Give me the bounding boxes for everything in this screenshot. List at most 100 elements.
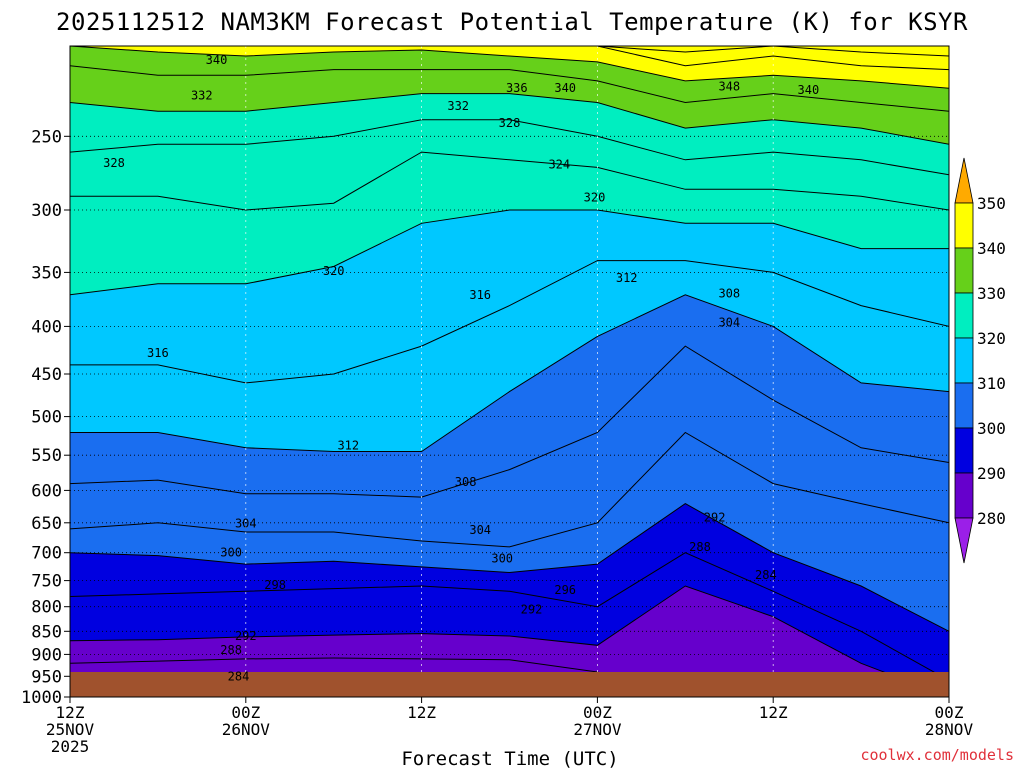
band-292 [70, 552, 949, 697]
y-tick-label: 850 [31, 622, 62, 642]
colorbar-segment [954, 292, 974, 339]
contour-label: 288 [220, 643, 242, 657]
isentrope-316 [70, 260, 949, 384]
colorbar-segment [954, 337, 974, 384]
contour-label: 324 [548, 157, 570, 171]
x-tick-label: 26NOV [222, 720, 271, 739]
band-296 [70, 503, 949, 681]
band-288 [70, 586, 949, 697]
band-308 [70, 294, 949, 498]
colorbar-segment [954, 517, 974, 564]
colorbar-label: 310 [977, 374, 1006, 393]
contour-label: 340 [554, 81, 576, 95]
y-tick-label: 900 [31, 645, 62, 665]
colorbar-segment [954, 382, 974, 429]
contour-label: 304 [469, 523, 491, 537]
x-tick-label: 12Z [407, 703, 436, 722]
contour-label: 320 [584, 191, 606, 205]
contour-label: 304 [235, 516, 257, 530]
contour-label: 332 [191, 88, 213, 102]
contour-label: 348 [718, 79, 740, 93]
contour-label: 312 [616, 271, 638, 285]
band-336 [70, 46, 949, 112]
isentrope-300 [70, 503, 949, 632]
y-tick-label: 700 [31, 544, 62, 564]
y-tick-label: 400 [31, 317, 62, 337]
y-tick-label: 750 [31, 572, 62, 592]
isentrope-292 [70, 585, 949, 697]
contour-label: 292 [521, 602, 543, 616]
colorbar: 350 340 330 320 310 300 290 280 [954, 157, 1006, 564]
contour-label: 304 [718, 315, 740, 329]
isentrope-328 [70, 119, 949, 176]
band-304 [70, 346, 949, 547]
contour-label: 292 [704, 511, 726, 525]
contour-label: 308 [455, 475, 477, 489]
x-tick-label: 00Z [231, 703, 260, 722]
contour-label: 284 [755, 568, 777, 582]
contour-label: 332 [447, 99, 469, 113]
contour-label: 300 [220, 546, 242, 560]
colorbar-label: 340 [977, 239, 1006, 258]
y-tick-label: 450 [31, 365, 62, 385]
contour-label: 300 [491, 552, 513, 566]
contour-label: 292 [235, 629, 257, 643]
x-tick-label: 27NOV [573, 720, 622, 739]
contour-label: 340 [798, 83, 820, 97]
contour-label: 336 [506, 81, 528, 95]
y-tick-label: 1000 [21, 688, 62, 708]
isentrope-324 [70, 151, 949, 211]
y-tick-label: 650 [31, 514, 62, 534]
x-tick-label: 12Z [759, 703, 788, 722]
isentrope-296 [70, 552, 949, 681]
band-312 [70, 260, 949, 452]
y-tick-label: 500 [31, 408, 62, 428]
y-tick-label: 950 [31, 667, 62, 687]
y-tick-label: 800 [31, 598, 62, 618]
band-344 [70, 46, 949, 70]
band-324 [70, 119, 949, 210]
contour-label: 288 [689, 540, 711, 554]
isentrope-288 [70, 657, 949, 697]
temperature-fill-bands [70, 46, 949, 697]
colorbar-label: 280 [977, 509, 1006, 528]
contour-label: 340 [206, 53, 228, 67]
x-tick-label: 12Z [56, 703, 85, 722]
x-tick-label: 28NOV [925, 720, 974, 739]
x-tick-label: 00Z [935, 703, 964, 722]
contour-label: 316 [147, 346, 169, 360]
contour-label: 298 [264, 578, 286, 592]
grid-lines [70, 46, 949, 697]
colorbar-segment [954, 202, 974, 249]
colorbar-segment [954, 427, 974, 474]
band-328 [70, 93, 949, 175]
isentrope-344 [70, 46, 949, 71]
x-tick-label: 25NOV [46, 720, 95, 739]
pressure-axis: 250 300 350 400 450 500 550 600 650 700 750 800 850 9… [21, 127, 70, 708]
colorbar-label: 350 [977, 194, 1006, 213]
x-tick-label: 00Z [583, 703, 612, 722]
colorbar-label: 290 [977, 464, 1006, 483]
colorbar-label: 330 [977, 284, 1006, 303]
contour-label: 328 [103, 156, 125, 170]
isentrope-332 [70, 93, 949, 145]
contour-label: 328 [499, 116, 521, 130]
band-320 [70, 152, 949, 295]
chart-title: 2025112512 NAM3KM Forecast Potential Tem… [56, 8, 968, 36]
colorbar-segment [954, 247, 974, 294]
band-332 [70, 65, 949, 145]
isentrope-lines [70, 46, 949, 697]
credit-text: coolwx.com/models [860, 746, 1014, 764]
y-tick-label: 600 [31, 481, 62, 501]
y-tick-label: 550 [31, 446, 62, 466]
band-316 [70, 210, 949, 383]
y-tick-label: 250 [31, 127, 62, 147]
isentrope-320 [70, 209, 949, 296]
colorbar-label: 320 [977, 329, 1006, 348]
contour-label: 320 [323, 264, 345, 278]
colorbar-segment [954, 472, 974, 519]
contour-label: 284 [228, 669, 250, 683]
isentrope-336 [70, 65, 949, 112]
